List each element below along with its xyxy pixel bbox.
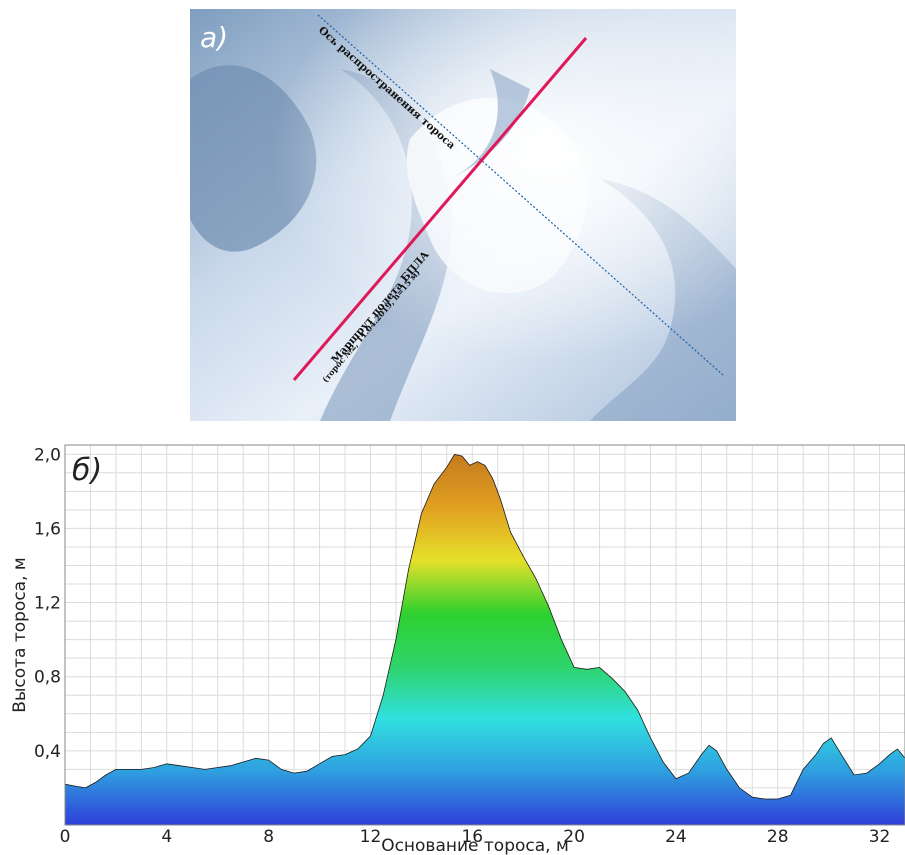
x-tick-label: 4	[161, 827, 172, 847]
x-tick-label: 32	[869, 827, 891, 847]
y-tick-label: 1,6	[34, 519, 61, 539]
y-tick-label: 2,0	[34, 445, 61, 465]
snow-glow	[190, 9, 736, 421]
y-axis: 0,4 0,8 1,2 1,6 2,0	[34, 445, 61, 762]
uav-route-line	[292, 37, 588, 381]
y-tick-label: 0,4	[34, 742, 61, 762]
y-tick-label: 1,2	[34, 594, 61, 614]
x-tick-label: 24	[665, 827, 687, 847]
x-tick-label: 8	[263, 827, 274, 847]
plot-frame	[64, 444, 905, 826]
photo-panel-label: а)	[200, 21, 228, 54]
x-tick-label: 20	[563, 827, 585, 847]
snow-shadow	[450, 69, 530, 179]
y-axis-label: Высота тороса, м	[10, 557, 30, 712]
x-tick-label: 16	[461, 827, 483, 847]
x-axis: 0 4 8 12 16 20 24 28 32	[60, 827, 891, 847]
ridge-profile-area	[65, 453, 905, 825]
ridge-profile-chart: 0 4 8 12 16 20 24 28 32 0,4 0,8 1,2 1,6 2,0 б) Основ…	[10, 444, 905, 855]
x-tick-label: 12	[360, 827, 382, 847]
x-tick-label: 0	[60, 827, 71, 847]
snow-ridge-photo: а) Ось распространения тороса Маршрут по…	[190, 9, 736, 421]
x-axis-label: Основание тороса, м	[381, 836, 569, 855]
x-tick-label: 28	[767, 827, 789, 847]
chart-panel-label: б)	[72, 453, 102, 488]
y-tick-label: 0,8	[34, 668, 61, 688]
